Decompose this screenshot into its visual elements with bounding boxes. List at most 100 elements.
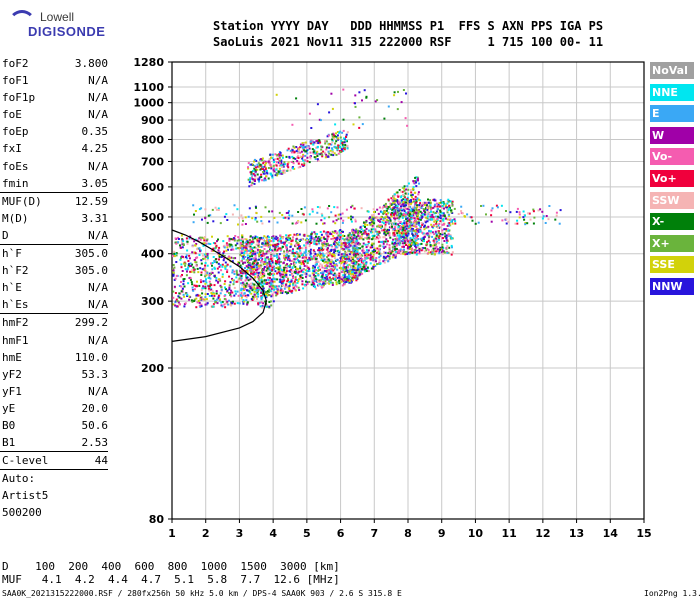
echo-point <box>447 229 450 232</box>
echo-point <box>313 257 315 260</box>
echo-point <box>299 146 302 149</box>
echo-point <box>257 244 260 247</box>
echo-point <box>418 252 421 255</box>
echo-point <box>238 247 241 250</box>
echo-point <box>273 288 275 291</box>
echo-point <box>324 151 327 154</box>
echo-point <box>299 151 302 154</box>
echo-point <box>396 243 399 246</box>
echo-point <box>288 288 291 291</box>
echo-point <box>429 206 432 209</box>
echo-point <box>231 271 234 274</box>
echo-point <box>314 266 316 269</box>
echo-point <box>247 215 250 218</box>
echo-point <box>372 228 375 231</box>
echo-point <box>233 270 236 273</box>
echo-point <box>296 273 299 276</box>
echo-point <box>351 251 354 254</box>
echo-point <box>372 267 375 270</box>
echo-point <box>256 163 259 166</box>
echo-point <box>354 94 357 97</box>
echo-point <box>258 287 261 289</box>
echo-point <box>278 156 281 159</box>
echo-point <box>246 240 249 243</box>
echo-point <box>180 234 183 237</box>
echo-point <box>234 244 237 247</box>
echo-point <box>336 243 339 246</box>
echo-point <box>264 244 267 247</box>
echo-point <box>288 214 291 217</box>
echo-point <box>276 245 279 248</box>
echo-point <box>352 272 354 275</box>
echo-cluster <box>247 129 349 188</box>
echo-point <box>346 237 349 240</box>
echo-point <box>416 249 418 252</box>
echo-point <box>182 283 185 286</box>
echo-point <box>390 250 392 253</box>
echo-point <box>332 262 335 265</box>
echo-point <box>352 256 354 259</box>
echo-point <box>351 253 354 256</box>
echo-point <box>297 149 300 152</box>
echo-point <box>416 231 419 234</box>
echo-point <box>242 302 245 305</box>
echo-point <box>257 277 260 280</box>
echo-point <box>328 280 331 283</box>
echo-point <box>342 118 345 121</box>
echo-point <box>392 214 395 217</box>
echo-point <box>290 278 293 281</box>
echo-point <box>290 263 293 265</box>
echo-point <box>514 222 517 225</box>
echo-point <box>304 285 307 288</box>
echo-point <box>275 235 278 238</box>
echo-point <box>417 251 419 254</box>
echo-point <box>229 292 232 294</box>
echo-point <box>262 282 265 285</box>
echo-point <box>249 264 252 267</box>
echo-point <box>250 243 253 246</box>
echo-point <box>341 131 344 134</box>
echo-point <box>397 229 400 232</box>
echo-point <box>370 267 373 270</box>
param-name: hmE <box>2 350 22 364</box>
echo-point <box>184 302 187 305</box>
echo-point <box>389 202 392 205</box>
echo-point <box>372 218 375 221</box>
param-value: N/A <box>88 384 108 398</box>
echo-point <box>254 276 257 279</box>
echo-point <box>207 242 210 245</box>
echo-point <box>319 239 322 242</box>
echo-point <box>355 228 358 231</box>
echo-point <box>301 247 304 250</box>
echo-point <box>322 271 325 274</box>
echo-point <box>214 206 217 209</box>
echo-point <box>410 216 413 219</box>
echo-point <box>250 298 253 301</box>
echo-point <box>215 261 218 264</box>
echo-point <box>325 263 328 266</box>
echo-point <box>366 233 369 236</box>
param-m-d-: M(D) 3.31 <box>0 210 112 227</box>
echo-point <box>240 289 243 292</box>
echo-point <box>311 272 314 275</box>
echo-point <box>278 240 281 243</box>
echo-point <box>268 277 271 279</box>
echo-point <box>180 290 183 293</box>
echo-point <box>273 273 276 276</box>
echo-point <box>524 222 527 224</box>
echo-point <box>286 292 288 295</box>
echo-point <box>224 265 227 268</box>
echo-point <box>245 274 247 277</box>
echo-point <box>301 238 304 241</box>
echo-point <box>213 266 216 269</box>
echo-point <box>505 222 508 225</box>
echo-point <box>367 229 370 232</box>
echo-point <box>316 103 319 106</box>
echo-point <box>381 241 384 244</box>
echo-point <box>336 148 339 151</box>
echo-point <box>201 268 204 271</box>
echo-point <box>180 255 183 258</box>
echo-point <box>241 281 244 284</box>
echo-point <box>347 274 350 277</box>
echo-point <box>206 258 209 261</box>
